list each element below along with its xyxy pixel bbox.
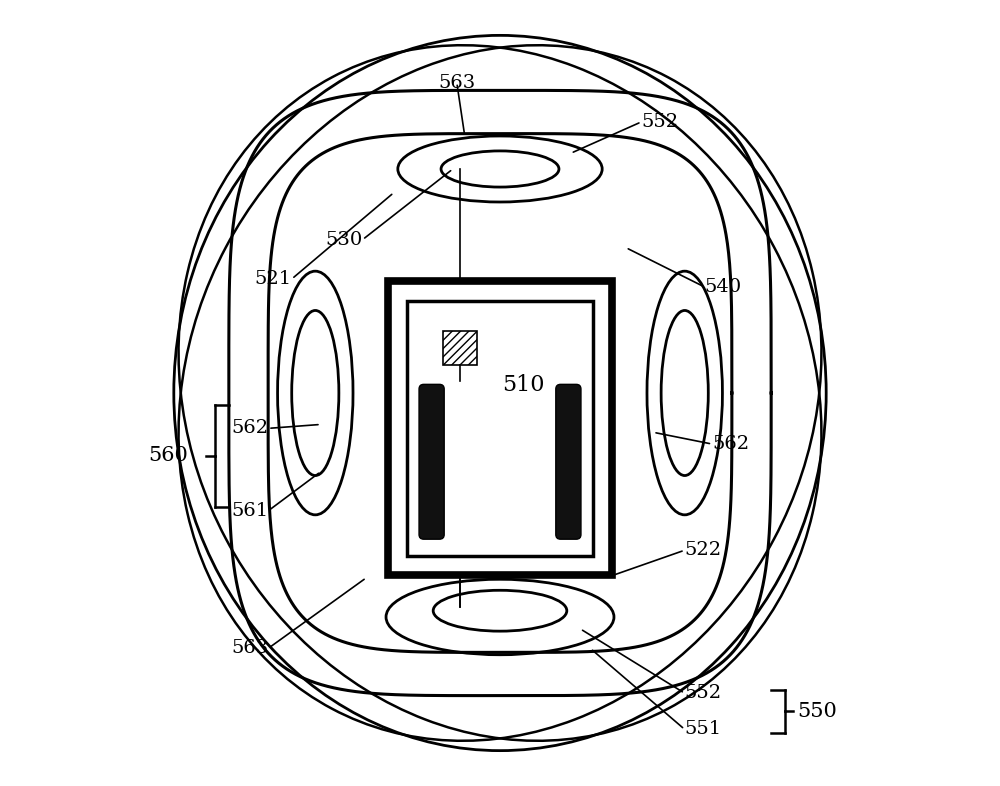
- Text: 550: 550: [797, 702, 837, 721]
- Bar: [388, 281, 612, 575]
- Text: 552: 552: [685, 685, 722, 702]
- Text: 561: 561: [231, 502, 268, 520]
- Text: 563: 563: [438, 74, 475, 91]
- Bar: [443, 331, 477, 365]
- Bar: [407, 301, 593, 556]
- Text: 560: 560: [149, 446, 189, 465]
- Text: 510: 510: [502, 374, 545, 396]
- Text: 521: 521: [255, 270, 292, 288]
- Text: 530: 530: [325, 231, 362, 248]
- Text: 563: 563: [231, 640, 268, 657]
- Text: 562: 562: [231, 420, 268, 437]
- FancyBboxPatch shape: [556, 384, 581, 539]
- Text: 522: 522: [685, 542, 722, 559]
- Text: 552: 552: [641, 113, 679, 130]
- Text: 540: 540: [704, 278, 741, 296]
- Text: 551: 551: [685, 721, 722, 738]
- FancyBboxPatch shape: [419, 384, 444, 539]
- Text: 562: 562: [712, 435, 749, 453]
